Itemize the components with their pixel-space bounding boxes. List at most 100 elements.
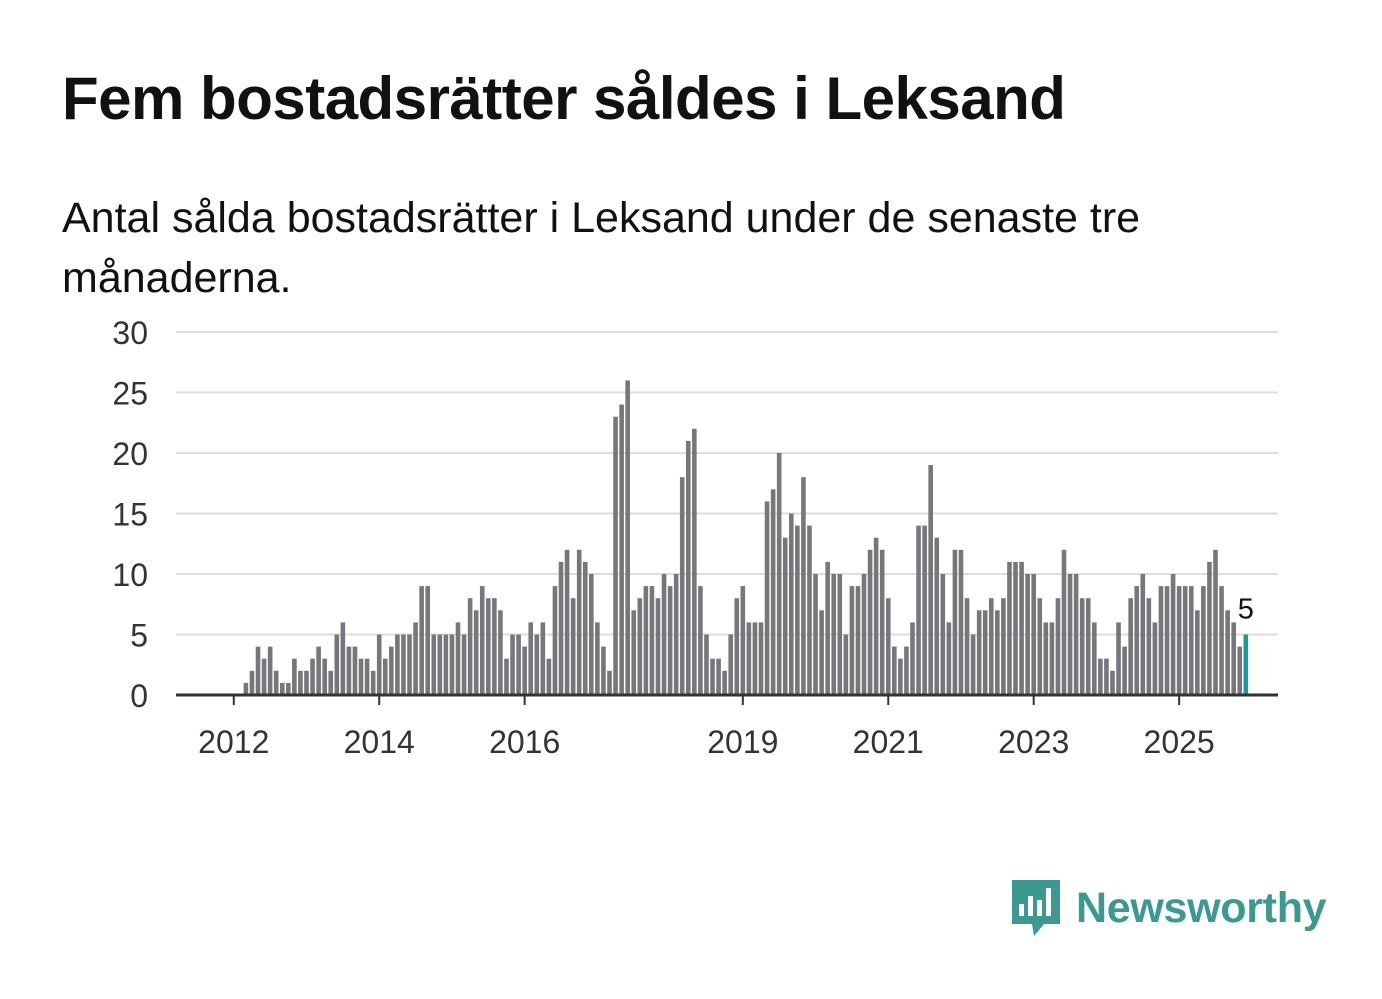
bar bbox=[795, 525, 800, 695]
bar bbox=[789, 513, 794, 695]
bar bbox=[667, 586, 673, 695]
bar bbox=[1079, 598, 1085, 695]
bar bbox=[1164, 586, 1170, 695]
bar bbox=[1219, 586, 1224, 695]
y-tick-label: 10 bbox=[112, 557, 148, 593]
bar bbox=[576, 549, 582, 695]
x-tick-label: 2014 bbox=[344, 724, 415, 760]
bar bbox=[1225, 610, 1230, 695]
bar bbox=[370, 670, 376, 695]
bar bbox=[279, 682, 285, 695]
bar bbox=[692, 428, 697, 695]
bar bbox=[879, 549, 885, 695]
bar bbox=[1122, 646, 1127, 695]
bar bbox=[831, 574, 837, 695]
bar bbox=[243, 682, 249, 695]
bar bbox=[346, 646, 352, 695]
bar bbox=[752, 622, 758, 695]
bar bbox=[825, 561, 830, 695]
bar bbox=[1176, 586, 1182, 695]
bar bbox=[473, 610, 479, 695]
bar bbox=[546, 658, 552, 695]
bar bbox=[316, 646, 321, 695]
bar bbox=[382, 658, 388, 695]
bar bbox=[940, 574, 946, 695]
bar bbox=[873, 537, 879, 695]
bar bbox=[1025, 574, 1030, 695]
bar bbox=[589, 574, 594, 695]
bar bbox=[952, 549, 958, 695]
bar bbox=[740, 586, 746, 695]
bar bbox=[564, 549, 570, 695]
bar bbox=[631, 610, 637, 695]
bar bbox=[885, 598, 891, 695]
bar bbox=[449, 634, 455, 695]
bar bbox=[843, 634, 849, 695]
newsworthy-logo: Newsworthy bbox=[1010, 878, 1327, 938]
bar bbox=[595, 622, 600, 695]
bar bbox=[934, 537, 940, 695]
bar bbox=[328, 670, 334, 695]
bar bbox=[267, 646, 273, 695]
bar bbox=[364, 658, 370, 695]
x-tick-label: 2019 bbox=[707, 724, 778, 760]
bar bbox=[649, 586, 655, 695]
bar bbox=[849, 586, 855, 695]
bar bbox=[304, 670, 309, 695]
x-tick-label: 2025 bbox=[1144, 724, 1215, 760]
bar bbox=[746, 622, 752, 695]
bar bbox=[528, 622, 534, 695]
bar bbox=[613, 416, 618, 695]
bar bbox=[516, 634, 521, 695]
bar bbox=[685, 440, 691, 695]
bar bbox=[710, 658, 715, 695]
bar bbox=[898, 658, 903, 695]
bar bbox=[722, 670, 727, 695]
bar bbox=[607, 670, 612, 695]
bar bbox=[1170, 574, 1176, 695]
bar bbox=[1019, 561, 1024, 695]
bar bbox=[625, 380, 630, 695]
bar bbox=[534, 634, 540, 695]
bar bbox=[1140, 574, 1146, 695]
bar bbox=[1182, 586, 1188, 695]
bar bbox=[334, 634, 340, 695]
bar bbox=[467, 598, 473, 695]
bar bbox=[1134, 586, 1140, 695]
bar bbox=[1237, 646, 1243, 695]
bar bbox=[389, 646, 394, 695]
chart-title: Fem bostadsrätter såldes i Leksand bbox=[62, 65, 1066, 132]
bar bbox=[958, 549, 964, 695]
bar bbox=[601, 646, 606, 695]
bar bbox=[540, 622, 546, 695]
bar bbox=[582, 561, 588, 695]
bar bbox=[486, 598, 491, 695]
bar bbox=[461, 634, 467, 695]
bar bbox=[776, 453, 782, 695]
bar bbox=[1152, 622, 1158, 695]
bar-chart-speech-bubble-icon bbox=[1012, 880, 1060, 936]
bar bbox=[1031, 574, 1036, 695]
bar bbox=[322, 658, 327, 695]
bar bbox=[1055, 598, 1061, 695]
x-tick-label: 2012 bbox=[198, 724, 269, 760]
bar bbox=[910, 622, 915, 695]
y-tick-label: 25 bbox=[112, 376, 148, 412]
bar bbox=[395, 634, 400, 695]
bar bbox=[1104, 658, 1109, 695]
bar bbox=[273, 670, 279, 695]
bar bbox=[770, 489, 776, 695]
bar bbox=[661, 574, 667, 695]
bar bbox=[764, 501, 770, 695]
bar bbox=[504, 658, 509, 695]
bar bbox=[437, 634, 443, 695]
bar bbox=[619, 404, 624, 695]
bar bbox=[655, 598, 661, 695]
y-tick-label: 20 bbox=[112, 436, 148, 472]
bar bbox=[1013, 561, 1018, 695]
bar bbox=[867, 549, 873, 695]
bar bbox=[443, 634, 449, 695]
bar bbox=[1116, 622, 1121, 695]
bar bbox=[249, 670, 255, 695]
bar bbox=[1195, 610, 1200, 695]
